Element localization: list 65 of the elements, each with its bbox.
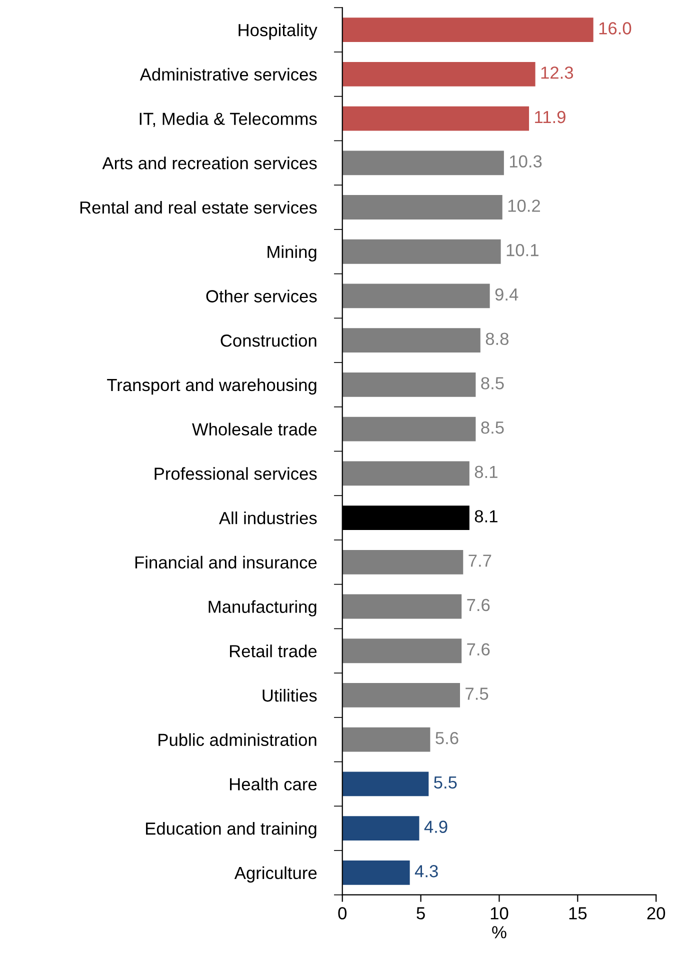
bar	[342, 594, 462, 619]
bar	[342, 772, 429, 796]
bar	[342, 550, 464, 574]
y-tick-label: Public administration	[158, 733, 316, 746]
data-label: 7.6	[467, 598, 490, 612]
data-label: 12.3	[541, 66, 574, 79]
bar	[342, 62, 536, 86]
data-label: 16.0	[599, 22, 632, 34]
bar	[342, 239, 501, 264]
bar	[342, 461, 470, 486]
data-label: 4.9	[424, 820, 448, 833]
bar	[342, 150, 504, 176]
y-tick-label: Professional services	[154, 467, 317, 480]
x-axis-title: %	[492, 926, 506, 938]
bar	[342, 195, 502, 220]
y-tick-label: Rental and real estate services	[80, 200, 317, 214]
data-label: 10.3	[510, 155, 542, 168]
bar	[342, 860, 410, 885]
data-label: 11.9	[535, 110, 566, 124]
data-label: 10.1	[506, 244, 538, 256]
bar	[342, 416, 476, 442]
data-label: 10.2	[508, 200, 540, 212]
bar	[342, 106, 530, 131]
y-tick-label: Other services	[206, 290, 317, 302]
y-tick-label: Manufacturing	[208, 600, 316, 616]
y-tick-label: Agriculture	[234, 866, 317, 883]
bar	[342, 328, 480, 353]
x-tick-label: 20	[647, 907, 666, 920]
bar	[342, 638, 462, 664]
bar	[342, 816, 420, 841]
x-tick-label: 0	[338, 907, 347, 920]
data-label: 9.4	[495, 288, 518, 301]
y-tick-label: Education and training	[146, 822, 316, 838]
x-tick-label: 15	[569, 907, 587, 920]
y-tick-label: Administrative services	[140, 68, 317, 81]
bar	[342, 284, 490, 308]
bar	[342, 372, 476, 397]
y-tick-label: Hospitality	[238, 24, 318, 40]
bar	[342, 18, 594, 42]
data-label: 8.5	[481, 377, 504, 390]
y-tick-label: Retail trade	[230, 644, 317, 658]
bar	[342, 727, 430, 752]
x-tick-label: 10	[490, 907, 508, 920]
y-tick-label: Utilities	[262, 688, 317, 702]
data-label: 8.1	[474, 466, 498, 478]
y-tick-label: Construction	[220, 334, 316, 347]
y-tick-label: Transport and warehousing	[107, 378, 316, 395]
y-tick-label: All industries	[218, 511, 317, 524]
data-label: 8.5	[481, 421, 504, 434]
y-tick-label: Mining	[268, 245, 316, 262]
y-tick-label: Wholesale trade	[192, 422, 317, 436]
y-tick-label: Arts and recreation services	[102, 156, 317, 170]
data-label: 7.5	[466, 688, 488, 700]
x-tick-label: 5	[416, 907, 425, 920]
y-tick-label: IT, Media & Telecomms	[140, 112, 317, 128]
data-label: 8.1	[474, 510, 498, 522]
data-label: 7.6	[467, 643, 490, 656]
data-label: 8.8	[486, 332, 508, 345]
y-tick-label: Health care	[230, 778, 317, 790]
data-label: 5.5	[434, 776, 457, 789]
bar	[342, 683, 460, 708]
y-tick-label: Financial and insurance	[135, 556, 317, 569]
data-label: 7.7	[468, 554, 492, 567]
data-label: 4.3	[414, 865, 438, 878]
data-label: 5.6	[436, 732, 458, 744]
